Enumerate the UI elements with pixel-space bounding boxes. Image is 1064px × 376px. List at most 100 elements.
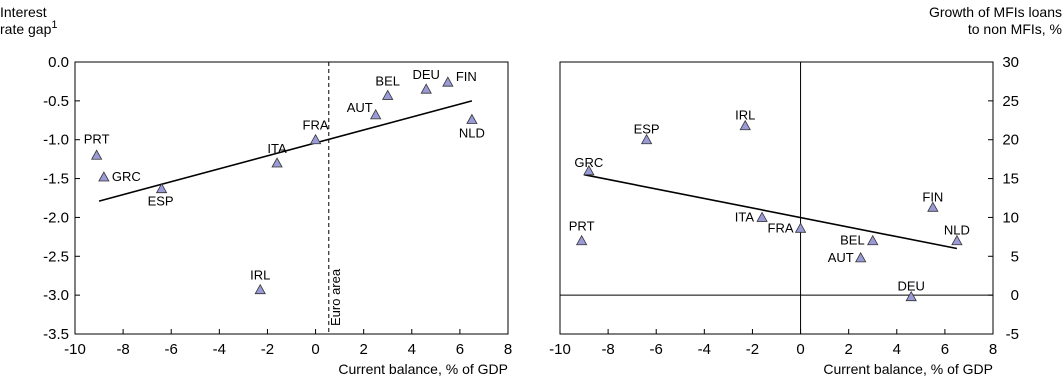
left-y-ticks: 0.0 -0.5 -1.0 -1.5 -2.0 -2.5 -3.0 -3.5 <box>43 54 80 343</box>
right-ytick-label: 30 <box>1002 54 1019 71</box>
right-point-label: DEU <box>897 279 924 294</box>
euro-area-label: Euro area <box>328 268 343 326</box>
right-xtick-label: 4 <box>893 341 901 358</box>
left-point-label: GRC <box>112 169 141 184</box>
right-trendline-line <box>583 173 958 250</box>
right-ytick-label: 15 <box>1002 171 1019 188</box>
left-point-marker <box>382 89 394 100</box>
left-point-marker <box>466 113 478 124</box>
left-xtick-label: 2 <box>359 341 367 358</box>
left-ytick-label: -2.5 <box>43 248 69 265</box>
right-chart: Growth of MFIs loans to non MFIs, % PRT G… <box>549 4 1062 376</box>
left-xtick-label: 4 <box>408 341 416 358</box>
left-point-marker <box>254 283 266 295</box>
right-xtick-label: -2 <box>746 341 759 358</box>
left-point-label: DEU <box>412 67 439 82</box>
right-xtick-label: -4 <box>698 341 711 358</box>
left-xtick-label: 8 <box>504 341 512 358</box>
right-ytick-label: 25 <box>1002 93 1019 110</box>
left-xtick-label: -8 <box>116 341 129 358</box>
left-point-label: ESP <box>148 194 174 209</box>
right-point-marker <box>867 234 879 246</box>
right-ylabel-line1: Growth of MFIs loans <box>929 4 1062 20</box>
right-point-marker <box>855 252 867 263</box>
left-ytick-label: -1.0 <box>43 132 69 149</box>
right-point-marker <box>739 119 751 131</box>
left-ytick-label: -0.5 <box>43 93 69 110</box>
right-xtick-label: 6 <box>941 341 949 358</box>
right-point-marker <box>575 234 588 246</box>
left-point-marker <box>370 109 382 120</box>
right-xtick-label: -6 <box>650 341 663 358</box>
left-ytick-label: 0.0 <box>48 54 69 71</box>
left-point-label: BEL <box>375 73 400 88</box>
right-plot-frame <box>559 61 994 335</box>
left-ylabel-superscript: 1 <box>51 19 57 31</box>
left-ytick-label: -2.0 <box>43 209 69 226</box>
left-point-label: IRL <box>250 268 270 283</box>
right-point-marker <box>640 133 653 145</box>
left-xtick-label: 6 <box>456 341 464 358</box>
left-point-marker <box>271 157 283 168</box>
right-ytick-label: 10 <box>1002 209 1019 226</box>
right-point-label: AUT <box>828 250 854 265</box>
left-point-label: FRA <box>303 118 329 133</box>
right-point-label: NLD <box>944 223 970 238</box>
left-xtick-label: -2 <box>261 341 274 358</box>
right-xtick-label: 0 <box>796 341 804 358</box>
right-y-ticks: 30 25 20 15 10 5 0 -5 <box>988 54 1019 343</box>
right-point-label: GRC <box>574 155 603 170</box>
right-point-label: FIN <box>922 189 943 204</box>
left-point-label: AUT <box>347 100 373 115</box>
right-ylabel-line2: to non MFIs, % <box>968 21 1062 37</box>
right-trendline <box>583 173 958 250</box>
left-point-label: PRT <box>84 131 110 146</box>
left-ytick-label: -3.5 <box>43 326 69 343</box>
left-xlabel: Current balance, % of GDP <box>338 361 508 376</box>
right-ytick-label: 0 <box>1011 287 1019 304</box>
right-ytick-label: 20 <box>1002 132 1019 149</box>
right-point-marker <box>951 234 963 246</box>
right-point-marker <box>583 164 595 176</box>
left-ylabel-line1: Interest <box>0 4 47 20</box>
right-xlabel: Current balance, % of GDP <box>823 361 993 376</box>
right-ytick-label: -5 <box>1006 326 1019 343</box>
left-point-marker <box>442 76 454 87</box>
left-chart: Interest rate gap1 Euro area PRT GRC ESP IR… <box>0 4 512 376</box>
right-point-marker <box>927 201 939 212</box>
left-xtick-label: -6 <box>165 341 178 358</box>
left-xtick-label: -10 <box>64 341 86 358</box>
left-xtick-label: -4 <box>213 341 226 358</box>
left-point-label: FIN <box>456 69 477 84</box>
right-point-label: FRA <box>768 220 794 235</box>
left-x-ticks: -10 -8 -6 -4 -2 0 2 4 6 8 <box>64 329 512 358</box>
right-xtick-label: 2 <box>844 341 852 358</box>
left-point-marker <box>98 171 110 182</box>
left-plot-frame <box>74 61 509 335</box>
right-ytick-label: 5 <box>1011 248 1019 265</box>
left-ytick-label: -1.5 <box>43 171 69 188</box>
left-point-label: NLD <box>459 126 485 141</box>
right-xtick-label: -8 <box>601 341 614 358</box>
right-point-marker <box>905 290 917 302</box>
left-point-label: ITA <box>267 141 287 156</box>
left-point-marker <box>309 133 322 145</box>
right-xtick-label: -10 <box>549 341 571 358</box>
right-point-label: ESP <box>634 122 660 137</box>
right-reference-lines <box>560 62 993 334</box>
left-xtick-label: 0 <box>311 341 319 358</box>
left-ylabel-line2-text: rate gap <box>0 21 52 37</box>
left-point-marker <box>420 83 432 94</box>
left-point-marker <box>155 182 168 194</box>
right-xtick-label: 8 <box>989 341 997 358</box>
right-x-ticks: -10 -8 -6 -4 -2 0 2 4 6 8 <box>549 329 997 358</box>
right-point-label: IRL <box>735 108 755 123</box>
right-point-label: ITA <box>735 209 755 224</box>
right-point-marker <box>794 222 807 233</box>
right-point-marker <box>756 211 768 222</box>
left-ytick-label: -3.0 <box>43 287 69 304</box>
left-reference-lines: Euro area <box>328 62 343 334</box>
right-point-label: BEL <box>840 233 865 248</box>
